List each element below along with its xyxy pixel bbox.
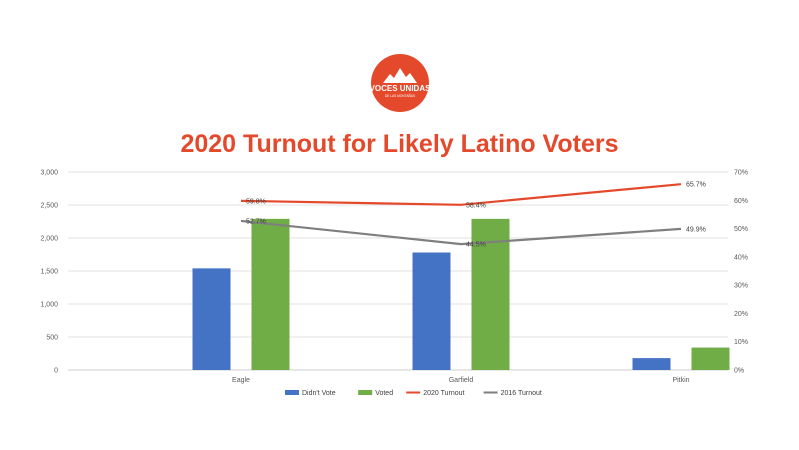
right-axis-tick-label: 20% [734,311,748,318]
right-axis-tick-label: 70% [734,170,748,177]
bar [251,218,290,370]
legend-label: 2016 Turnout [501,390,542,397]
category-tick-label: Garfield [449,377,474,384]
right-axis-tick-label: 50% [734,226,748,233]
logo-text: VOCES UNIDAS [370,84,430,93]
category-tick-label: Eagle [232,377,250,384]
legend-label: 2020 Turnout [423,390,464,397]
bar [691,347,730,370]
right-axis-tick-label: 0% [734,368,744,375]
left-axis-tick-label: 2,500 [40,203,58,210]
left-axis-tick-label: 500 [46,335,58,342]
data-label: 59.8% [246,198,266,205]
data-label: 52.7% [246,218,266,225]
data-label: 49.9% [686,226,706,233]
legend-label: Didn't Vote [302,390,336,397]
legend-swatch [285,390,299,395]
voces-unidas-logo: VOCES UNIDAS DE LAS MONTAÑAS [370,53,431,113]
category-tick-label: Pitkin [672,377,689,384]
right-axis-tick-label: 10% [734,339,748,346]
left-axis-tick-label: 3,000 [40,170,58,177]
left-axis-tick-label: 2,000 [40,236,58,243]
mountain-icon [383,68,417,83]
data-label: 44.5% [466,242,486,249]
right-axis-tick-label: 40% [734,254,748,261]
left-axis-tick-label: 1,000 [40,302,58,309]
bar [632,358,671,370]
bar [192,268,231,370]
legend-swatch [358,390,373,395]
right-axis-tick-label: 60% [734,198,748,205]
left-axis-tick-label: 0 [54,368,58,375]
bar [412,252,451,370]
right-axis-tick-label: 30% [734,283,748,290]
data-label: 65.7% [686,182,706,189]
data-label: 58.4% [466,202,486,209]
chart-title: 2020 Turnout for Likely Latino Voters [180,130,619,158]
legend-label: Voted [375,390,393,397]
left-axis-tick-label: 1,500 [40,269,58,276]
series-line [240,183,682,206]
series-line [240,219,682,246]
logo-subtext: DE LAS MONTAÑAS [385,93,415,98]
